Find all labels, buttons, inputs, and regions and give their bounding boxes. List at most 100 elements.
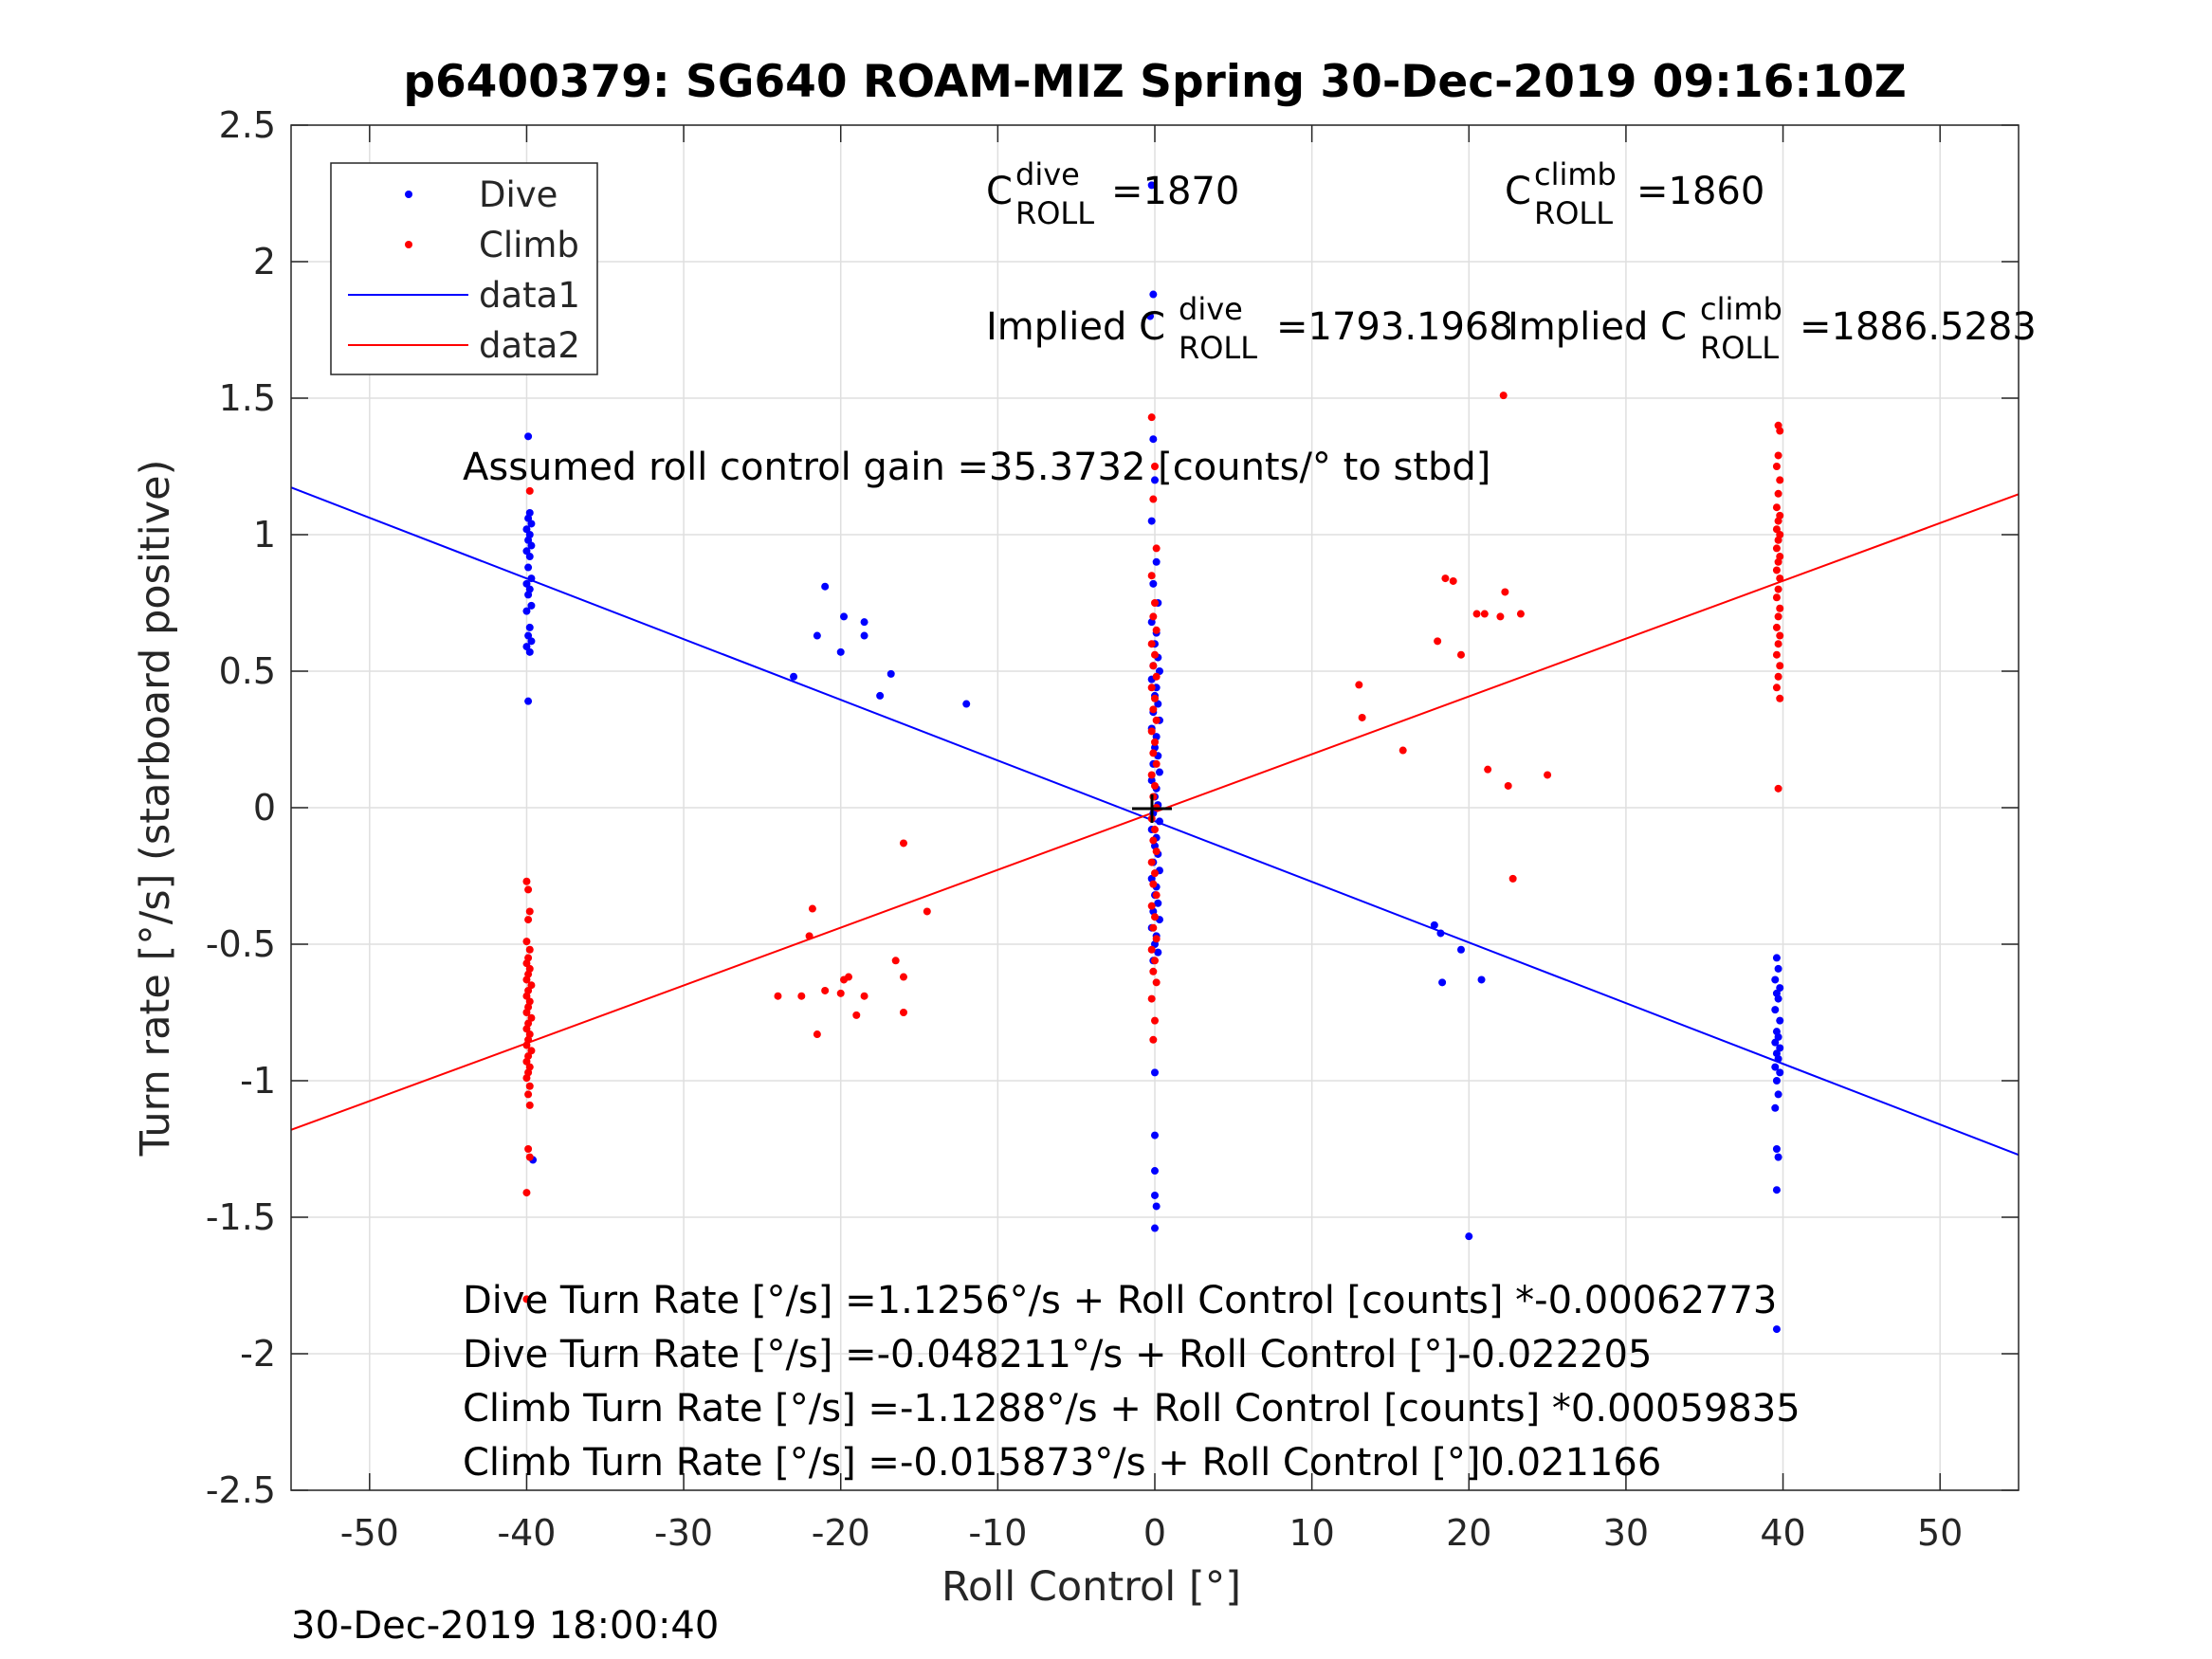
y-tick-label: 0.5 (219, 650, 276, 692)
dive-point (1154, 948, 1162, 957)
dive-point (1776, 1016, 1784, 1025)
climb-point (1516, 610, 1525, 618)
y-tick-labels: -2.5 -2 -1.5 -1 -0.5 0 0.5 1 1.5 2 2.5 (206, 104, 276, 1511)
dive-point (527, 601, 536, 610)
dive-point (1149, 579, 1158, 588)
climb-point (1152, 716, 1161, 724)
climb-point (1501, 588, 1509, 596)
climb-point (1152, 759, 1161, 768)
climb-point (1772, 463, 1781, 470)
climb-point (1147, 858, 1156, 866)
annotation-implied-climb: Implied C climb ROLL =1886.5283 (1508, 291, 2037, 366)
climb-point (1774, 672, 1782, 681)
climb-point (1147, 640, 1156, 648)
climb-point (805, 932, 814, 940)
climb-point (1480, 610, 1489, 618)
climb-point (1776, 574, 1784, 583)
timestamp: 30-Dec-2019 18:00:40 (291, 1604, 719, 1648)
annotation-equation-2: Dive Turn Rate [°/s] =-0.048211°/s + Rol… (463, 1333, 1652, 1376)
climb-point (1544, 771, 1552, 779)
climb-point (1772, 650, 1781, 659)
annotation-implied-dive-value: =1793.1968 (1276, 305, 1513, 349)
climb-point (1151, 826, 1159, 834)
climb-point (1456, 650, 1465, 659)
climb-point (1774, 784, 1782, 793)
climb-point (1151, 913, 1159, 921)
dive-point (1772, 1077, 1781, 1085)
climb-point (1496, 612, 1505, 621)
x-tick-label: -10 (968, 1512, 1027, 1554)
climb-point (1151, 694, 1159, 702)
y-tick-label: 1.5 (219, 377, 276, 419)
annotation-equation-4: Climb Turn Rate [°/s] =-0.015873°/s + Ro… (463, 1441, 1661, 1485)
annotation-implied-climb-sup: climb (1700, 291, 1782, 327)
dive-point (1772, 1325, 1781, 1334)
climb-point (1151, 1016, 1159, 1025)
climb-point (808, 904, 816, 913)
x-tick-label: 20 (1446, 1512, 1491, 1554)
dive-point (962, 700, 971, 708)
climb-point (860, 992, 868, 1000)
climb-point (1484, 765, 1492, 774)
dive-point (1436, 929, 1445, 938)
dive-point (1772, 1145, 1781, 1153)
annotation-implied-dive-sub: ROLL (1179, 330, 1257, 366)
dive-point (524, 591, 533, 599)
climb-point (899, 973, 907, 981)
climb-point (1147, 994, 1156, 1003)
climb-point (522, 1074, 531, 1083)
dive-point (1772, 1186, 1781, 1194)
dive-point (1155, 817, 1163, 826)
dive-point (1151, 1167, 1159, 1176)
climb-point (1472, 610, 1481, 618)
legend-marker-climb (405, 241, 412, 248)
dive-point (1149, 290, 1158, 299)
climb-point (1151, 738, 1159, 746)
dive-point (1151, 476, 1159, 484)
climb-point (525, 945, 534, 954)
y-axis-label: Turn rate [°/s] (starboard positive) (132, 460, 179, 1158)
dive-point (821, 582, 830, 591)
x-axis-label: Roll Control [°] (941, 1563, 1241, 1611)
climb-point (1441, 574, 1450, 583)
dive-point (1774, 1054, 1782, 1063)
climb-point (1776, 427, 1784, 435)
dive-point (527, 637, 536, 646)
dive-point (525, 623, 534, 631)
dive-point (1438, 978, 1447, 987)
dive-point (524, 432, 533, 441)
dive-point (1430, 921, 1438, 929)
climb-point (522, 1189, 531, 1197)
climb-point (522, 1295, 531, 1304)
x-tick-label: 40 (1760, 1512, 1805, 1554)
annotation-implied-climb-value: =1886.5283 (1800, 305, 2037, 349)
dive-point (1147, 181, 1156, 190)
climb-point (525, 1101, 534, 1109)
climb-point (899, 839, 907, 848)
climb-point (522, 1041, 531, 1049)
climb-point (524, 1145, 533, 1153)
annotation-gain: Assumed roll control gain =35.3732 [coun… (463, 446, 1490, 489)
dive-point (1146, 312, 1155, 320)
climb-point (1774, 536, 1782, 544)
y-tick-label: 2.5 (219, 104, 276, 146)
legend-label-data1: data1 (479, 275, 580, 316)
climb-point (1151, 781, 1159, 790)
climb-point (1434, 637, 1442, 646)
climb-point (1776, 631, 1784, 640)
x-tick-label: -50 (340, 1512, 399, 1554)
climb-point (524, 885, 533, 894)
climb-point (1358, 713, 1366, 721)
dive-point (876, 691, 885, 700)
climb-point (1504, 781, 1512, 790)
climb-point (1149, 1035, 1158, 1044)
dive-point (860, 631, 868, 640)
dive-point (1154, 899, 1162, 907)
dive-point (1774, 1153, 1782, 1161)
climb-point (522, 975, 531, 984)
x-tick-label: 50 (1917, 1512, 1963, 1554)
dive-point (1456, 945, 1465, 954)
dive-point (1771, 1006, 1780, 1014)
climb-point (525, 486, 534, 495)
axis-ticks (291, 124, 2019, 1491)
